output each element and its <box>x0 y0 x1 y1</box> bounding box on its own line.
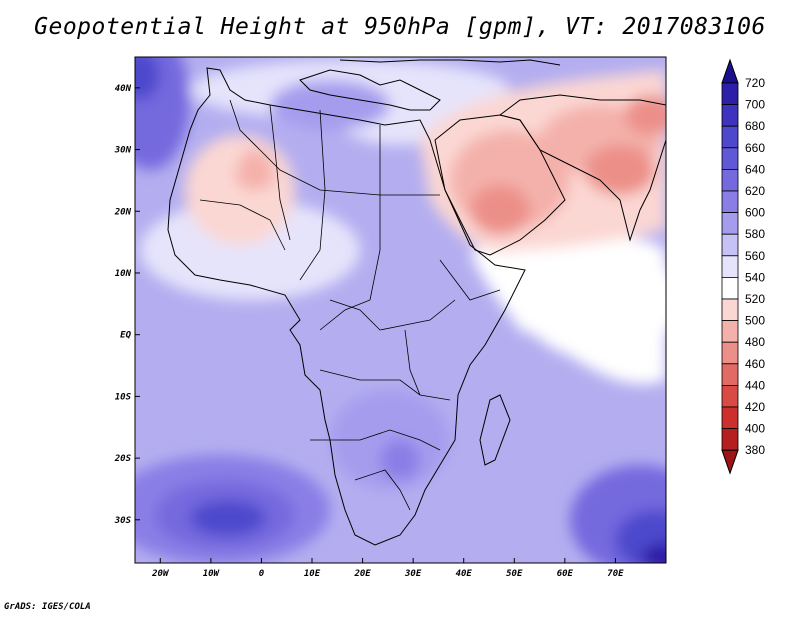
colorbar-label: 640 <box>745 162 765 176</box>
colorbar-segment <box>721 104 739 127</box>
longitude-ticks: 20W 10W 0 10E 20E 30E 40E 50E 60E 70E <box>151 558 624 579</box>
colorbar-bottom-extend <box>721 449 739 475</box>
colorbar-label: 680 <box>745 119 765 133</box>
latitude-ticks: 40N 30N 20N 10N EQ 10S 20S 30S <box>114 84 140 526</box>
lat-tick-label: 20S <box>114 454 132 464</box>
colorbar-segment <box>721 125 739 149</box>
lat-tick-label: 10S <box>115 392 132 402</box>
colorbar-segment <box>721 276 739 300</box>
colorbar-label: 540 <box>745 270 765 284</box>
colorbar-label: 720 <box>745 76 765 90</box>
colorbar-top-extend <box>721 58 739 84</box>
colorbar-segment <box>721 384 739 408</box>
map-frame <box>134 56 667 564</box>
colorbar-label: 460 <box>745 357 765 371</box>
colorbar: 720 700 680 660 640 620 600 580 560 540 520 500 480 4… <box>721 58 765 475</box>
colorbar-segment <box>721 168 739 192</box>
colorbar-segment <box>721 406 739 430</box>
lon-tick-label: 60E <box>557 569 574 579</box>
country-borders <box>199 99 501 511</box>
colorbar-label: 600 <box>745 206 765 220</box>
colorbar-label: 700 <box>745 98 765 112</box>
coastlines <box>167 59 666 546</box>
lon-tick-label: 40E <box>456 569 473 579</box>
colorbar-label: 440 <box>745 378 765 392</box>
lon-tick-label: 20E <box>353 569 371 579</box>
lon-tick-label: 50E <box>506 569 523 579</box>
lon-tick-label: 70E <box>607 569 624 579</box>
colorbar-segment <box>721 341 739 365</box>
colorbar-label: 400 <box>745 422 765 436</box>
colorbar-segment <box>721 298 739 322</box>
colorbar-segment <box>721 363 739 386</box>
lon-tick-label: 10E <box>304 569 321 579</box>
height-field <box>135 57 666 563</box>
colorbar-label: 660 <box>745 141 765 155</box>
colorbar-label: 380 <box>745 443 765 457</box>
lon-tick-label: 10W <box>203 569 221 579</box>
colorbar-segment <box>721 147 739 170</box>
colorbar-segment <box>721 190 739 214</box>
colorbar-label: 480 <box>745 335 765 349</box>
lon-tick-label: 20W <box>151 569 170 579</box>
colorbar-segment <box>721 82 739 106</box>
lat-tick-label: 10N <box>115 269 132 279</box>
colorbar-label: 580 <box>745 227 765 241</box>
colorbar-segment <box>721 233 739 257</box>
lon-tick-label: 30E <box>404 569 422 579</box>
lat-tick-label: 40N <box>115 84 132 94</box>
colorbar-label: 500 <box>745 314 765 328</box>
lat-tick-label: 30S <box>114 516 132 526</box>
lon-tick-label: 0 <box>259 569 265 579</box>
lat-tick-label: 20N <box>114 207 132 217</box>
lat-tick-label: EQ <box>120 331 131 341</box>
colorbar-label: 520 <box>745 292 765 306</box>
colorbar-label: 560 <box>745 249 765 263</box>
colorbar-segment <box>721 320 739 343</box>
colorbar-label: 420 <box>745 400 765 414</box>
colorbar-segment <box>721 255 739 278</box>
colorbar-label: 620 <box>745 184 765 198</box>
grads-credit: GrADS: IGES/COLA <box>4 602 91 612</box>
lat-tick-label: 30N <box>114 146 132 156</box>
chart-title: Geopotential Height at 950hPa [gpm], VT:… <box>34 14 766 40</box>
colorbar-segment <box>721 212 739 235</box>
colorbar-segment <box>721 428 739 451</box>
